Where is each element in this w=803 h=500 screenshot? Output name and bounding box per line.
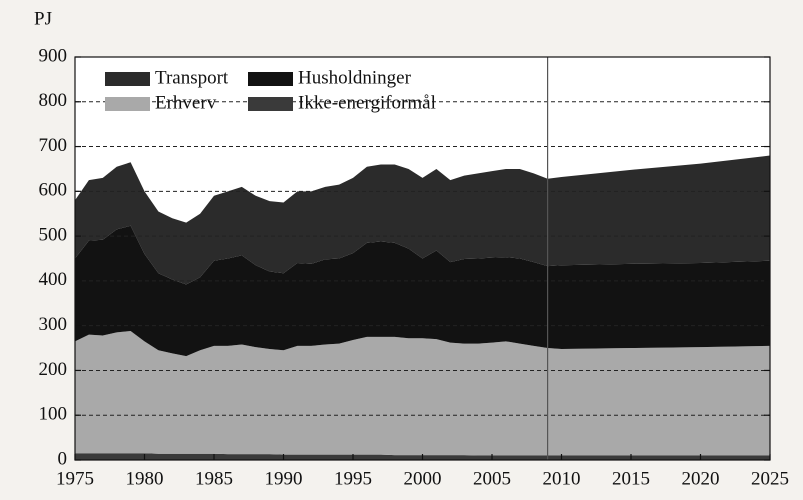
legend-label: Ikke-energiformål [298,92,436,113]
y-tick-label: 900 [39,45,68,66]
x-tick-label: 1990 [265,468,303,489]
x-tick-label: 1975 [56,468,94,489]
legend-label: Transport [155,67,229,88]
area [75,331,770,456]
legend-swatch [248,72,293,86]
y-axis-label: PJ [34,8,52,29]
legend-label: Erhverv [155,92,217,113]
x-tick-label: 2015 [612,468,650,489]
area [75,225,770,357]
x-tick-label: 2020 [682,468,720,489]
y-tick-label: 300 [39,314,68,335]
y-tick-label: 400 [39,269,68,290]
y-tick-label: 0 [58,448,68,469]
y-tick-label: 600 [39,180,68,201]
y-tick-label: 100 [39,404,68,425]
y-tick-label: 800 [39,90,68,111]
x-tick-label: 2005 [473,468,511,489]
x-tick-label: 1985 [195,468,233,489]
x-tick-label: 2000 [404,468,442,489]
legend-swatch [248,97,293,111]
y-tick-label: 700 [39,135,68,156]
plot-frame [74,56,771,461]
x-tick-label: 1995 [334,468,372,489]
legend-label: Husholdninger [298,67,412,88]
x-tick-label: 2025 [751,468,789,489]
y-tick-label: 200 [39,359,68,380]
legend-swatch [105,97,150,111]
x-tick-label: 2010 [543,468,581,489]
x-tick-label: 1980 [126,468,164,489]
y-tick-label: 500 [39,224,68,245]
legend-swatch [105,72,150,86]
area [75,155,770,285]
